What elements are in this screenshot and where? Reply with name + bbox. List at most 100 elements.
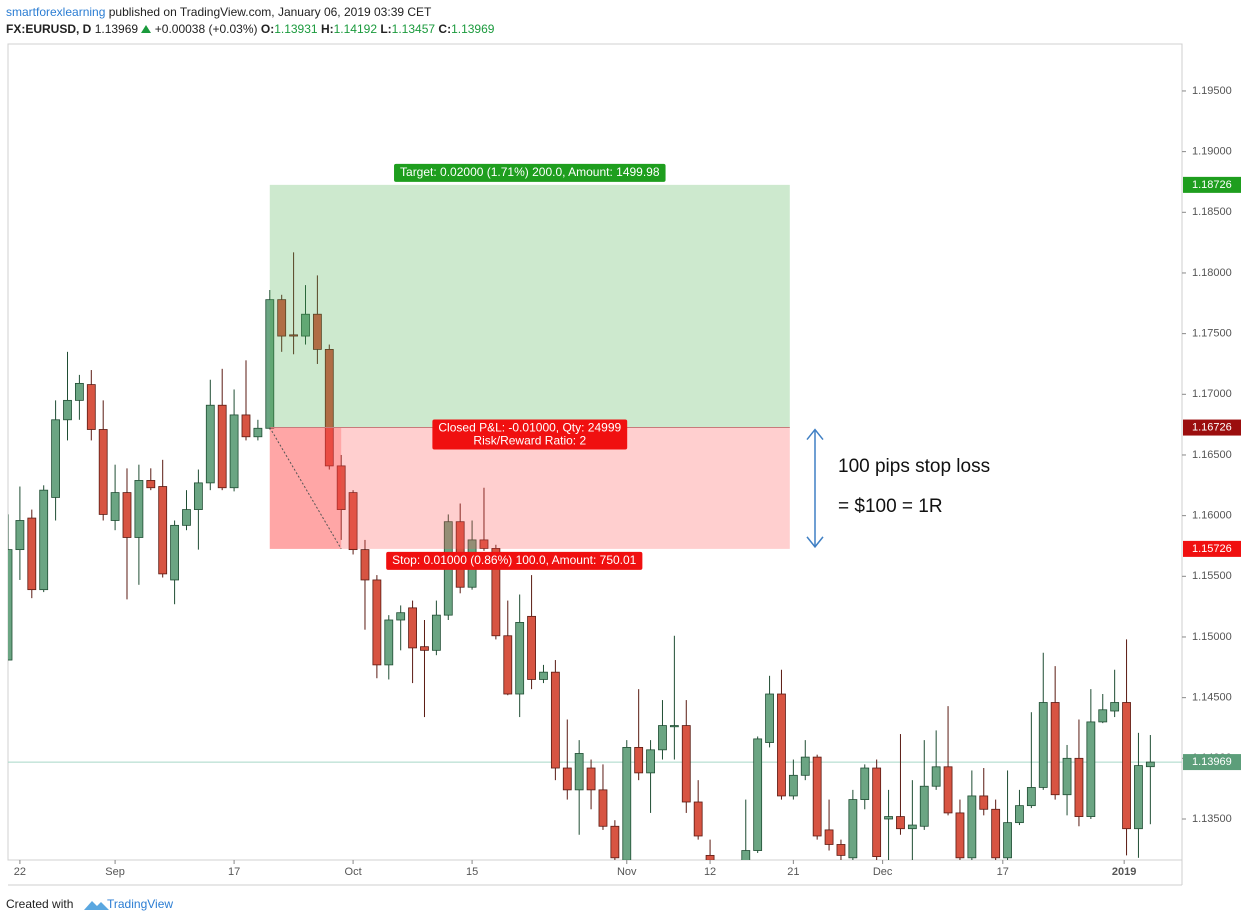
y-tick-label: 1.17000 xyxy=(1192,388,1232,400)
candle-body xyxy=(919,785,929,827)
candle-body xyxy=(836,844,846,856)
header-line-2: FX:EURUSD, D 1.13969 +0.00038 (+0.03%) O… xyxy=(6,22,494,36)
y-tick-label: 1.18000 xyxy=(1192,267,1232,279)
candle-body xyxy=(1003,822,1012,859)
x-tick-label: Sep xyxy=(105,866,125,878)
candle-body xyxy=(967,795,977,859)
candle-body xyxy=(1026,787,1036,807)
candle-body xyxy=(479,539,489,549)
candle-body xyxy=(646,749,655,774)
candle-body xyxy=(943,766,953,814)
last-price: 1.13969 xyxy=(94,22,139,36)
stop-label: Stop: 0.01000 (0.86%) 100.0, Amount: 750… xyxy=(392,553,637,567)
ohlc-label: C: xyxy=(438,22,452,36)
candle-body xyxy=(622,746,632,860)
candle-body xyxy=(134,480,144,538)
candle-body xyxy=(336,465,346,510)
candle-body xyxy=(634,746,644,774)
overlay: Target: 0.02000 (1.71%) 200.0, Amount: 1… xyxy=(386,163,990,570)
candle-body xyxy=(51,419,60,498)
x-tick-label: 15 xyxy=(466,866,478,878)
candle-body xyxy=(229,414,239,489)
candle-body xyxy=(289,334,298,337)
candle-body xyxy=(741,850,751,860)
candle-body xyxy=(503,635,513,695)
candle-body xyxy=(931,766,941,787)
footer: Created with TradingView xyxy=(6,897,173,911)
candle-body xyxy=(158,486,168,575)
candle-body xyxy=(253,427,263,438)
candle-body xyxy=(788,774,798,797)
price-label: 1.15726 xyxy=(1192,543,1232,555)
trade-path xyxy=(269,427,342,550)
price-label-box xyxy=(1183,419,1241,436)
price-label-box xyxy=(1183,754,1241,771)
x-tick-label: Oct xyxy=(345,866,362,878)
up-arrow xyxy=(141,25,152,33)
annotation: = $100 = 1R xyxy=(838,496,943,517)
y-tick-label: 1.15500 xyxy=(1192,570,1232,582)
candle-body xyxy=(205,404,215,484)
pnl-box xyxy=(432,419,628,450)
annotation: 100 pips stop loss xyxy=(838,456,990,477)
candle-body xyxy=(872,767,882,858)
candle-body xyxy=(765,693,774,743)
candle-body xyxy=(86,384,96,430)
candle-body xyxy=(372,579,382,666)
candle-body xyxy=(384,619,394,666)
pnl-label: Closed P&L: -0.01000, Qty: 24999 xyxy=(438,421,621,435)
candle-body xyxy=(1098,709,1108,723)
candle-body xyxy=(574,753,584,791)
candle-body xyxy=(63,399,72,421)
x-tick-label: 12 xyxy=(704,866,716,878)
ohlc-value: 1.14192 xyxy=(333,22,377,36)
x-tick-label: 17 xyxy=(228,866,240,878)
candle-body xyxy=(884,816,893,820)
y-tick-label: 1.16000 xyxy=(1192,510,1232,522)
candle-body xyxy=(562,767,572,791)
candle-body xyxy=(408,607,417,649)
candle-body xyxy=(681,725,691,803)
candle-body xyxy=(74,382,84,401)
candle-body xyxy=(527,615,536,680)
author: smartforexlearning xyxy=(6,5,106,19)
arrow-head xyxy=(806,536,824,549)
candle-body xyxy=(610,825,620,859)
candle-body xyxy=(1038,702,1048,788)
y-tick-label: 1.18500 xyxy=(1192,206,1232,218)
ohlc-value: 1.13931 xyxy=(274,22,318,36)
candle-body xyxy=(848,799,858,859)
candle-body xyxy=(277,299,287,337)
price-label: 1.18726 xyxy=(1192,179,1232,191)
change: +0.00038 (+0.03%) xyxy=(154,22,258,36)
x-tick-label: Dec xyxy=(873,866,893,878)
candle-body xyxy=(693,801,703,837)
x-tick-label: 2019 xyxy=(1112,866,1136,878)
candle-body xyxy=(824,829,834,845)
candle-body xyxy=(539,671,548,680)
candle-body xyxy=(420,646,429,651)
candle-body xyxy=(1110,702,1120,712)
target-label-box xyxy=(394,163,666,182)
candle-body xyxy=(241,414,251,438)
y-tick-label: 1.15000 xyxy=(1192,631,1232,643)
candle-body xyxy=(1074,757,1084,817)
symbol: FX:EURUSD, D xyxy=(6,22,92,36)
candle-body xyxy=(8,549,13,661)
target-label: Target: 0.02000 (1.71%) 200.0, Amount: 1… xyxy=(400,165,660,179)
candle-body xyxy=(550,671,560,769)
candle-body xyxy=(907,824,917,830)
x-tick-label: Nov xyxy=(617,866,637,878)
stop-label-box xyxy=(386,551,643,570)
candle-body xyxy=(658,725,667,751)
y-tick-label: 1.19000 xyxy=(1192,146,1232,158)
candle-body xyxy=(146,480,156,489)
candle-body xyxy=(1086,721,1096,817)
candle-body xyxy=(182,509,191,526)
ohlc-label: L: xyxy=(380,22,392,36)
candle-body xyxy=(598,789,608,827)
y-tick-label: 1.17500 xyxy=(1192,328,1232,340)
ratio-label: Risk/Reward Ratio: 2 xyxy=(473,434,586,448)
candle-body xyxy=(979,795,989,810)
